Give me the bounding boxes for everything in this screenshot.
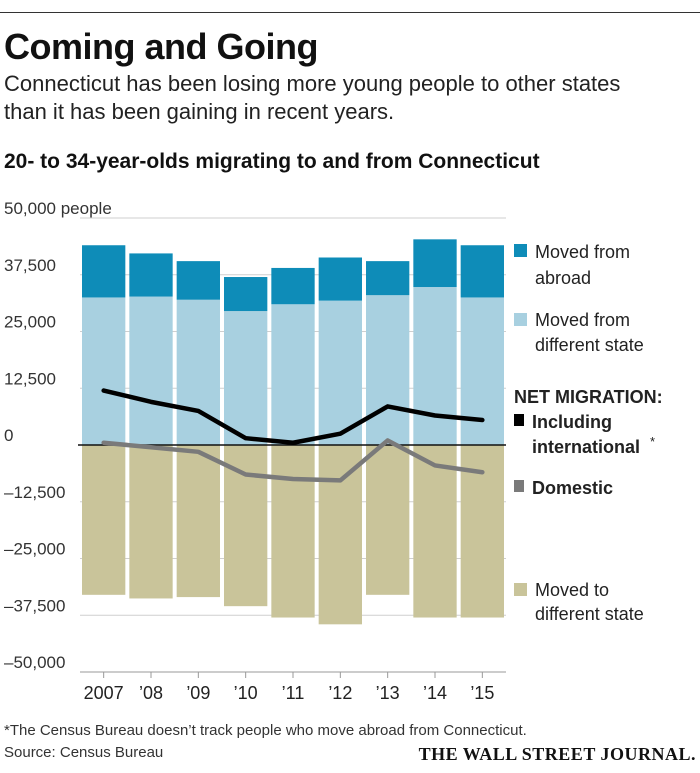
page-subtitle: Connecticut has been losing more young p… [4, 70, 694, 126]
chart-title: 20- to 34-year-olds migrating to and fro… [4, 150, 540, 173]
y-tick-label: 0 [4, 426, 13, 445]
x-tick-label: ’14 [423, 683, 447, 703]
bar-moved-from-abroad [129, 253, 173, 297]
legend-domestic: Domestic [532, 478, 613, 498]
y-tick-label: –12,500 [4, 483, 65, 502]
subtitle-line-2: than it has been gaining in recent years… [4, 99, 395, 124]
bar-moved-from-different-state [460, 297, 504, 445]
bar-moved-from-different-state [82, 297, 126, 445]
publisher-logo: THE WALL STREET JOURNAL. [418, 744, 696, 764]
legend-moved-from-state-line-2: different state [535, 335, 644, 355]
bar-moved-from-abroad [366, 261, 410, 296]
bar-moved-to-different-state [129, 445, 173, 599]
x-tick-label: 2007 [84, 683, 124, 703]
x-tick-label: ’12 [328, 683, 352, 703]
footnote: *The Census Bureau doesn’t track people … [4, 722, 527, 739]
x-tick-label: ’10 [234, 683, 258, 703]
legend-including-line-1: Including [532, 412, 612, 432]
legend-moved-from-abroad-line-1: Moved from [535, 242, 630, 262]
legend-swatch-moved-from-different-state [514, 313, 527, 326]
legend-swatch-including-international [514, 414, 524, 426]
legend-moved-from-state-line-1: Moved from [535, 310, 630, 330]
x-tick-label: ’13 [376, 683, 400, 703]
bar-moved-to-different-state [82, 445, 126, 595]
y-tick-label: –50,000 [4, 653, 65, 672]
bar-moved-from-different-state [224, 311, 268, 445]
bar-moved-from-different-state [176, 299, 220, 445]
bar-moved-from-abroad [413, 239, 457, 288]
x-tick-label: ’08 [139, 683, 163, 703]
page-title: Coming and Going [4, 26, 318, 67]
y-tick-label: 25,000 [4, 313, 56, 332]
y-tick-label: 37,500 [4, 256, 56, 275]
legend-swatch-moved-to-different-state [514, 583, 527, 596]
y-tick-label: 50,000 people [4, 199, 112, 218]
net-migration-including-international-line [101, 388, 485, 445]
y-tick-label: –37,500 [4, 596, 65, 615]
bar-moved-from-different-state [271, 304, 315, 445]
bar-moved-from-abroad [224, 277, 268, 312]
bar-moved-to-different-state [224, 445, 268, 607]
net-migration-domestic-line [101, 438, 485, 483]
bar-moved-from-different-state [413, 287, 457, 445]
bar-moved-from-different-state [366, 295, 410, 445]
top-rule [0, 12, 700, 13]
legend-moved-to-state-line-2: different state [535, 604, 644, 624]
bar-moved-from-abroad [82, 245, 126, 298]
bar-moved-from-abroad [176, 261, 220, 300]
bar-moved-from-abroad [318, 257, 362, 301]
legend-asterisk: * [650, 434, 655, 449]
bar-moved-from-different-state [318, 300, 362, 445]
bar-moved-to-different-state [413, 445, 457, 618]
legend-net-migration-heading: NET MIGRATION: [514, 387, 663, 407]
source-note: Source: Census Bureau [4, 744, 164, 761]
legend-moved-to-state-line-1: Moved to [535, 580, 609, 600]
bar-moved-from-different-state [129, 296, 173, 445]
legend-including-line-2: international [532, 437, 640, 457]
legend-moved-from-abroad-line-2: abroad [535, 268, 591, 288]
bar-moved-to-different-state [271, 445, 315, 618]
bar-moved-to-different-state [366, 445, 410, 595]
subtitle-line-1: Connecticut has been losing more young p… [4, 71, 621, 96]
y-tick-label: 12,500 [4, 369, 56, 388]
bar-moved-to-different-state [176, 445, 220, 598]
legend-swatch-moved-from-abroad [514, 244, 527, 257]
x-tick-label: ’09 [186, 683, 210, 703]
bar-moved-from-abroad [271, 267, 315, 305]
bar-moved-from-abroad [460, 245, 504, 298]
bar-moved-to-different-state [318, 445, 362, 625]
legend-swatch-domestic [514, 480, 524, 492]
x-tick-label: ’15 [470, 683, 494, 703]
x-tick-label: ’11 [282, 683, 305, 703]
y-tick-label: –25,000 [4, 540, 65, 559]
